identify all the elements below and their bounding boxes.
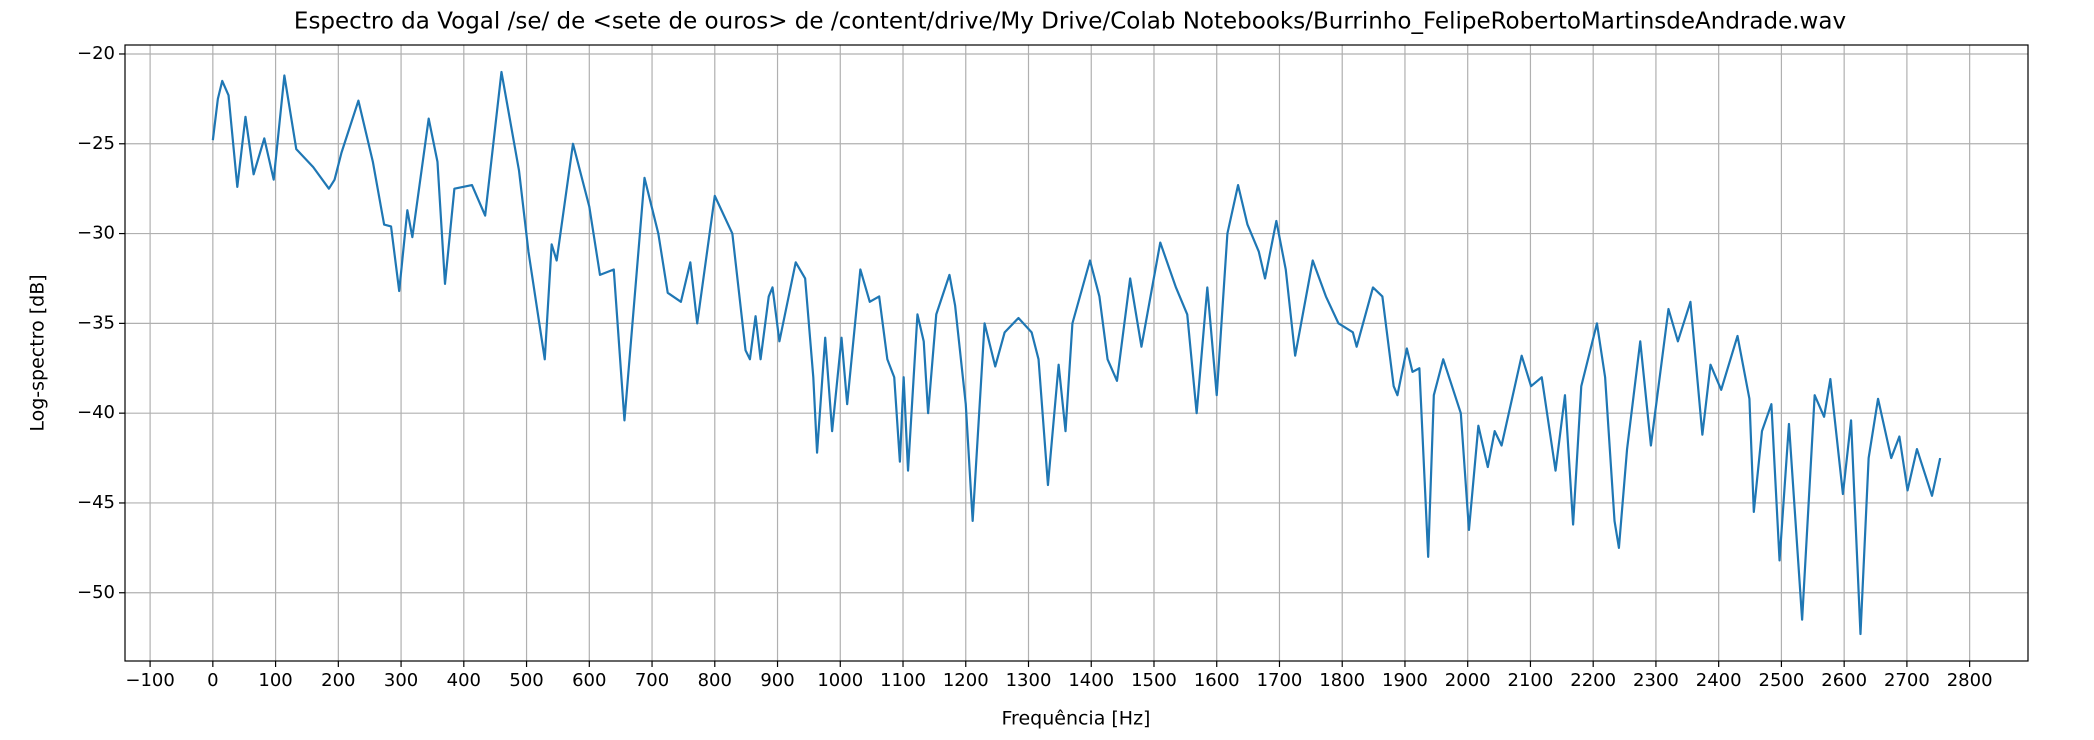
data-line [211, 70, 1942, 636]
x-tick-label: 2800 [1947, 670, 1993, 691]
x-tick-label: 800 [698, 670, 732, 691]
x-tick-label: 700 [635, 670, 669, 691]
y-tick-label: −30 [77, 223, 115, 244]
x-tick-label: 2400 [1696, 670, 1742, 691]
x-tick-label: 1400 [1068, 670, 1114, 691]
x-tick-label: 300 [384, 670, 418, 691]
x-tick-label: 100 [258, 670, 292, 691]
y-tick-label: −25 [77, 133, 115, 154]
x-tick-label: 1600 [1194, 670, 1240, 691]
y-axis-label: Log-spectro [dB] [27, 274, 49, 431]
x-tick-label: 1300 [1006, 670, 1052, 691]
x-tick-label: −100 [125, 670, 174, 691]
x-tick-label: 0 [207, 670, 218, 691]
x-tick-label: 2600 [1821, 670, 1867, 691]
x-tick-label: 1900 [1382, 670, 1428, 691]
x-tick-label: 1000 [817, 670, 863, 691]
y-tick-label: −40 [77, 402, 115, 423]
x-tick-label: 2100 [1508, 670, 1554, 691]
x-tick-label: 2700 [1884, 670, 1930, 691]
x-tick-label: 1200 [943, 670, 989, 691]
x-tick-label: 900 [760, 670, 794, 691]
x-tick-label: 2000 [1445, 670, 1491, 691]
x-tick-label: 600 [572, 670, 606, 691]
y-tick-label: −45 [77, 492, 115, 513]
x-tick-label: 2300 [1633, 670, 1679, 691]
x-tick-label: 1100 [880, 670, 926, 691]
x-tick-label: 200 [321, 670, 355, 691]
plot-frame [124, 44, 2029, 662]
y-tick-label: −50 [77, 582, 115, 603]
x-axis-label: Frequência [Hz] [1002, 708, 1151, 730]
y-tick-label: −20 [77, 43, 115, 64]
x-tick-label: 1800 [1319, 670, 1365, 691]
x-tick-label: 1500 [1131, 670, 1177, 691]
y-tick-label: −35 [77, 312, 115, 333]
chart-title: Espectro da Vogal /se/ de <sete de ouros… [294, 9, 1846, 35]
x-tick-label: 500 [509, 670, 543, 691]
x-tick-label: 400 [447, 670, 481, 691]
x-tick-label: 2200 [1570, 670, 1616, 691]
x-tick-label: 1700 [1257, 670, 1303, 691]
x-tick-label: 2500 [1759, 670, 1805, 691]
